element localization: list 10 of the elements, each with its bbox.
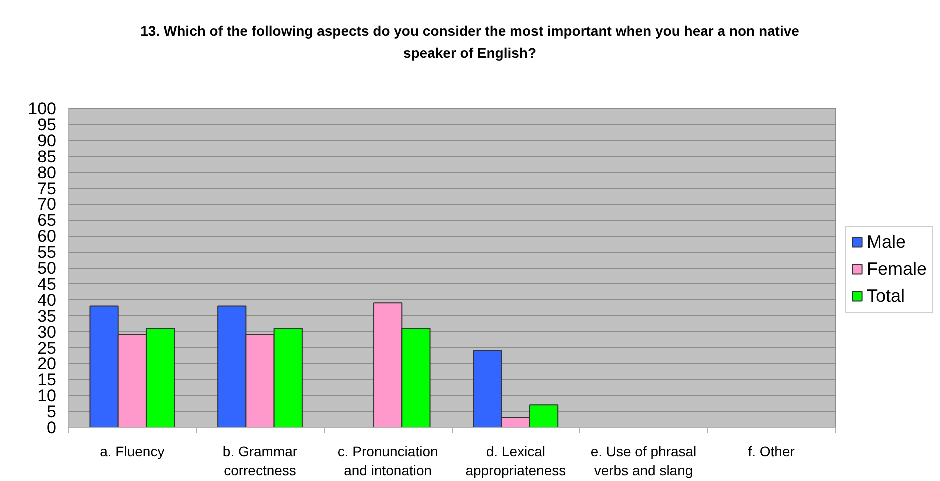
x-tick-label: e. Use of phrasal verbs and slang [590,444,697,479]
x-tick-label: a. Fluency [100,444,165,460]
chart-title: 13. Which of the following aspects do you consider the most important when you hear a non native speaker of English? [140,22,800,63]
legend-label: Male [867,232,906,252]
x-tick-label: d. Lexical appropriateness [466,444,566,479]
x-tick-label: c. Pronunciation and intonation [338,444,438,479]
legend-label: Total [867,286,906,306]
legend-label: Female [867,258,928,280]
x-tick-label: b. Grammar correctness [222,444,298,479]
x-tick-label: f. Other [748,444,796,460]
